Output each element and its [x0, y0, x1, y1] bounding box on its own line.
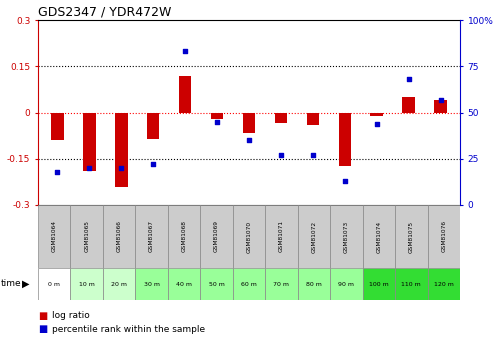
Text: 120 m: 120 m [434, 282, 454, 286]
Point [245, 138, 253, 143]
Bar [179, 76, 191, 112]
Text: 50 m: 50 m [209, 282, 225, 286]
Bar [395, 268, 428, 300]
Text: ■: ■ [38, 311, 47, 321]
Bar [395, 205, 428, 268]
Text: 20 m: 20 m [111, 282, 127, 286]
Text: GSM81068: GSM81068 [182, 220, 186, 253]
Text: 80 m: 80 m [306, 282, 322, 286]
Bar [275, 112, 287, 123]
Bar [103, 205, 135, 268]
Text: 100 m: 100 m [369, 282, 389, 286]
Text: 60 m: 60 m [241, 282, 257, 286]
Bar [428, 205, 460, 268]
Bar [168, 268, 200, 300]
Text: time: time [1, 279, 22, 288]
Bar [330, 268, 363, 300]
Text: 110 m: 110 m [401, 282, 421, 286]
Bar [211, 112, 223, 119]
Bar [135, 205, 168, 268]
Bar [428, 268, 460, 300]
Bar [38, 268, 70, 300]
Bar [70, 268, 103, 300]
Text: 0 m: 0 m [48, 282, 60, 286]
Text: GSM81065: GSM81065 [84, 220, 89, 253]
Text: ▶: ▶ [22, 279, 30, 289]
Point [85, 165, 93, 171]
Text: GSM81064: GSM81064 [52, 220, 57, 253]
Bar [115, 112, 127, 187]
Text: GSM81076: GSM81076 [441, 220, 446, 253]
Text: GSM81066: GSM81066 [117, 220, 122, 253]
Bar [363, 205, 395, 268]
Bar [265, 205, 298, 268]
Point [405, 77, 413, 82]
Text: log ratio: log ratio [52, 312, 90, 321]
Bar [103, 268, 135, 300]
Bar [243, 112, 255, 132]
Bar [338, 112, 351, 166]
Bar [298, 268, 330, 300]
Bar [307, 112, 319, 125]
Text: ■: ■ [38, 324, 47, 334]
Bar [233, 268, 265, 300]
Text: GSM81073: GSM81073 [344, 220, 349, 253]
Bar [363, 268, 395, 300]
Bar [265, 268, 298, 300]
Bar [434, 100, 447, 112]
Text: 10 m: 10 m [79, 282, 95, 286]
Text: GSM81069: GSM81069 [214, 220, 219, 253]
Bar [135, 268, 168, 300]
Bar [38, 205, 70, 268]
Bar [233, 205, 265, 268]
Text: 70 m: 70 m [273, 282, 290, 286]
Text: GSM81071: GSM81071 [279, 220, 284, 253]
Bar [330, 205, 363, 268]
Text: GDS2347 / YDR472W: GDS2347 / YDR472W [38, 6, 172, 19]
Bar [298, 205, 330, 268]
Text: 30 m: 30 m [144, 282, 160, 286]
Bar [402, 97, 415, 112]
Point [117, 165, 125, 171]
Bar [371, 112, 383, 116]
Text: 90 m: 90 m [338, 282, 354, 286]
Bar [147, 112, 160, 139]
Bar [168, 205, 200, 268]
Bar [70, 205, 103, 268]
Bar [51, 112, 63, 140]
Point [309, 152, 317, 158]
Bar [83, 112, 96, 171]
Text: GSM81074: GSM81074 [376, 220, 381, 253]
Point [213, 119, 221, 125]
Point [341, 178, 349, 184]
Point [373, 121, 381, 126]
Text: GSM81070: GSM81070 [247, 220, 251, 253]
Text: GSM81075: GSM81075 [409, 220, 414, 253]
Bar [200, 205, 233, 268]
Point [149, 161, 157, 167]
Text: GSM81072: GSM81072 [311, 220, 316, 253]
Text: GSM81067: GSM81067 [149, 220, 154, 253]
Bar [200, 268, 233, 300]
Text: 40 m: 40 m [176, 282, 192, 286]
Point [437, 97, 445, 102]
Point [181, 49, 189, 54]
Text: percentile rank within the sample: percentile rank within the sample [52, 325, 205, 334]
Point [277, 152, 285, 158]
Point [53, 169, 61, 175]
